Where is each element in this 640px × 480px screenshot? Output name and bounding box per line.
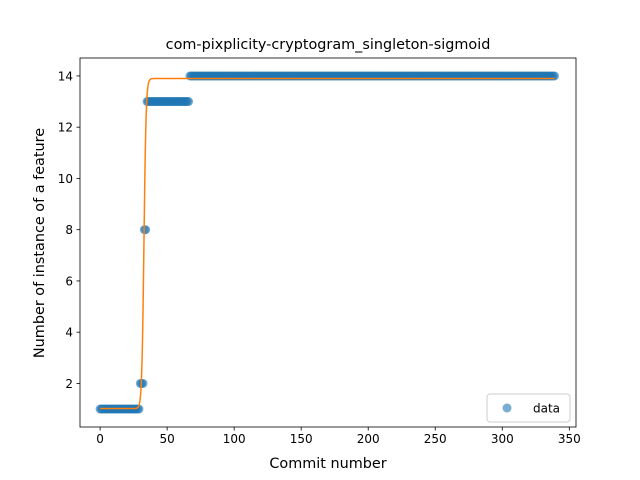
data-point	[134, 404, 144, 414]
y-tick-label: 10	[58, 172, 73, 186]
y-tick-label: 14	[58, 69, 73, 83]
data-point	[184, 97, 194, 107]
data-point	[141, 225, 151, 235]
axes-frame	[79, 57, 577, 428]
legend-marker-data	[502, 403, 512, 413]
chart-title: com-pixplicity-cryptogram_singleton-sigm…	[166, 37, 491, 53]
legend: data	[486, 393, 571, 423]
y-tick-label: 2	[65, 377, 73, 391]
x-tick-label: 350	[558, 432, 581, 446]
x-tick-label: 0	[96, 432, 104, 446]
data-point	[138, 378, 148, 388]
axes: 0 50 100 150 200 250 300 350 2 4 6 8 10 12 14	[58, 57, 581, 446]
y-tick-label: 6	[65, 274, 73, 288]
x-tick-label: 250	[424, 432, 447, 446]
y-tick-label: 4	[65, 326, 73, 340]
x-tick-label: 200	[357, 432, 380, 446]
legend-label-data: data	[533, 402, 560, 416]
sigmoid-fit-line	[100, 77, 555, 410]
plot-content	[95, 71, 560, 414]
x-tick-label: 100	[223, 432, 246, 446]
legend-frame	[486, 393, 571, 423]
x-tick-label: 300	[491, 432, 514, 446]
x-axis-label: Commit number	[269, 456, 386, 472]
y-tick-label: 8	[65, 223, 73, 237]
y-tick-label: 12	[58, 121, 73, 135]
y-axis-label: Number of instance of a feature	[32, 128, 48, 358]
x-tick-label: 150	[290, 432, 313, 446]
plot-area	[95, 71, 560, 414]
x-tick-label: 50	[159, 432, 174, 446]
